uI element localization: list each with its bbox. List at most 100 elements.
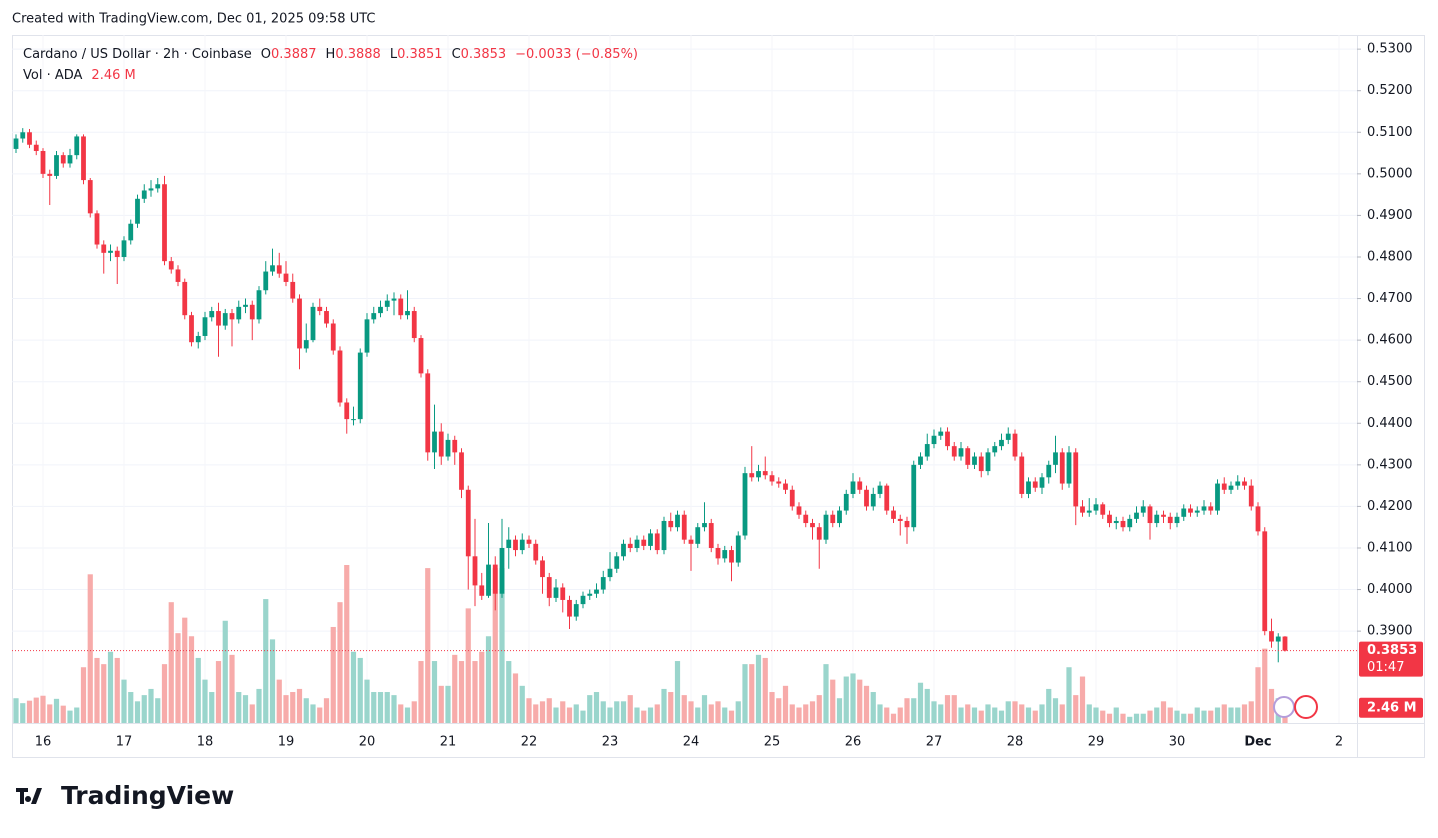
candle-body bbox=[1019, 456, 1025, 494]
candle-body bbox=[472, 556, 478, 586]
volume-bar bbox=[776, 698, 782, 723]
volume-bar bbox=[661, 688, 667, 723]
volume-bar bbox=[458, 661, 465, 723]
candle-body bbox=[492, 564, 498, 594]
volume-bar bbox=[566, 707, 573, 723]
volume-bar bbox=[992, 707, 998, 723]
volume-bar bbox=[978, 710, 984, 723]
volume-bar bbox=[634, 707, 640, 723]
candle-body bbox=[87, 180, 93, 214]
candle-body bbox=[33, 144, 39, 151]
candle-body bbox=[141, 190, 147, 199]
x-tick-label: 2 bbox=[1335, 735, 1343, 750]
candle-body bbox=[324, 311, 329, 324]
volume-bar bbox=[1268, 688, 1275, 723]
candle-body bbox=[1120, 520, 1126, 528]
candle-body bbox=[999, 439, 1004, 447]
symbol-name: Cardano / US Dollar · 2h · Coinbase bbox=[23, 47, 252, 62]
candle-body bbox=[837, 510, 842, 524]
volume-bar bbox=[627, 695, 633, 723]
volume-bar bbox=[816, 695, 822, 723]
candle-body bbox=[1005, 433, 1011, 440]
candle-body bbox=[1221, 483, 1227, 490]
x-tick-label: 19 bbox=[278, 735, 295, 750]
volume-bar bbox=[1052, 698, 1059, 723]
candle-body bbox=[310, 306, 316, 341]
volume-bar bbox=[1147, 710, 1153, 723]
volume-bar bbox=[1241, 704, 1248, 723]
volume-bar bbox=[641, 710, 647, 723]
volume-bar bbox=[1127, 716, 1133, 723]
candle-body bbox=[681, 514, 687, 540]
volume-bar bbox=[148, 688, 154, 723]
volume-bar bbox=[587, 695, 593, 723]
x-tick-label: 21 bbox=[440, 735, 457, 750]
volume-bar bbox=[283, 695, 289, 723]
candle-body bbox=[816, 527, 822, 540]
candle-body bbox=[1140, 506, 1146, 513]
candle-body bbox=[27, 132, 32, 145]
volume-bar bbox=[1181, 713, 1187, 723]
candle-body bbox=[951, 446, 957, 457]
candle-body bbox=[1242, 481, 1247, 486]
candle-body bbox=[1046, 464, 1052, 478]
volume-bar bbox=[357, 657, 363, 723]
volume-bar bbox=[1113, 707, 1119, 723]
candle-body bbox=[1147, 506, 1153, 524]
volume-bar bbox=[1066, 667, 1072, 723]
candle-body bbox=[1215, 483, 1220, 511]
candle-body bbox=[924, 444, 930, 457]
volume-bar bbox=[533, 704, 539, 723]
candle-body bbox=[317, 306, 323, 312]
candle-body bbox=[148, 188, 154, 191]
volume-bar bbox=[614, 701, 620, 723]
candle-body bbox=[1113, 520, 1119, 524]
volume-bar bbox=[175, 633, 181, 723]
candle-body bbox=[121, 240, 127, 257]
candle-body bbox=[1248, 485, 1254, 507]
candle-body bbox=[992, 446, 998, 453]
candle-body bbox=[695, 527, 701, 544]
c-value: 0.3853 bbox=[461, 47, 507, 62]
volume-bar bbox=[857, 679, 863, 723]
candle-body bbox=[783, 483, 788, 490]
candle-body bbox=[567, 599, 572, 617]
candle-body bbox=[20, 132, 26, 139]
flag-icon[interactable] bbox=[1294, 695, 1318, 719]
volume-bar bbox=[742, 664, 748, 723]
volume-bar bbox=[128, 692, 134, 723]
candle-body bbox=[945, 431, 950, 447]
x-tick-label: 17 bbox=[116, 735, 133, 750]
volume-bar bbox=[1208, 710, 1214, 723]
vol-value: 2.46 M bbox=[91, 68, 135, 83]
volume-bar bbox=[749, 664, 755, 723]
volume-bar bbox=[1005, 701, 1011, 723]
candle-body bbox=[560, 587, 566, 600]
candle-body bbox=[1086, 510, 1092, 513]
volume-bar bbox=[330, 626, 336, 723]
candle-body bbox=[1012, 433, 1018, 457]
candle-body bbox=[290, 281, 296, 299]
badge-icon[interactable] bbox=[1273, 696, 1295, 718]
volume-bar bbox=[506, 661, 512, 723]
candle-body bbox=[249, 304, 255, 320]
volume-bar bbox=[917, 682, 924, 723]
candle-body bbox=[1181, 508, 1187, 517]
candle-body bbox=[634, 539, 640, 548]
volume-bar bbox=[425, 568, 431, 723]
volume-bar bbox=[391, 695, 397, 723]
candle-body bbox=[1167, 516, 1173, 524]
volume-bar bbox=[242, 695, 249, 723]
volume-bar bbox=[26, 700, 33, 723]
volume-bar bbox=[1046, 688, 1052, 723]
volume-bar bbox=[728, 710, 735, 723]
volume-bar bbox=[512, 673, 519, 723]
candle-body bbox=[1188, 508, 1193, 513]
candle-body bbox=[101, 244, 107, 253]
volume-bar bbox=[782, 685, 789, 723]
volume-bar bbox=[499, 568, 505, 723]
volume-bar bbox=[485, 636, 492, 723]
candle-body bbox=[432, 431, 437, 453]
candle-body bbox=[1032, 481, 1038, 488]
